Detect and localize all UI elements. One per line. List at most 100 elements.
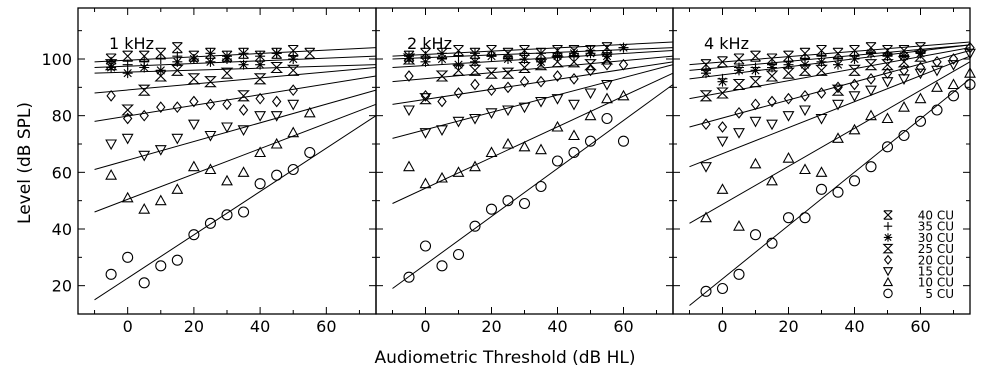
data-point — [485, 67, 498, 79]
data-point — [915, 48, 926, 59]
data-point — [106, 89, 116, 102]
data-point — [816, 44, 827, 57]
legend-label: 25 CU — [918, 242, 954, 256]
y-tick-label: 20 — [52, 277, 72, 296]
fit-line — [392, 55, 674, 83]
data-point — [254, 111, 267, 122]
data-point — [881, 59, 894, 71]
data-point — [584, 88, 597, 100]
series-25-cu — [689, 47, 971, 102]
data-point — [568, 129, 580, 141]
data-point — [420, 47, 431, 59]
data-point — [238, 59, 249, 70]
data-point — [898, 129, 910, 142]
data-point — [536, 56, 546, 67]
data-point — [436, 47, 448, 59]
x-tick-label: 20 — [184, 317, 204, 336]
data-point — [617, 135, 630, 147]
legend-label: 15 CU — [918, 265, 954, 279]
data-point — [568, 146, 580, 159]
x-tick-label: 0 — [123, 317, 133, 336]
data-point — [171, 133, 184, 145]
data-point — [882, 44, 893, 57]
data-point — [815, 64, 828, 76]
legend-marker — [883, 222, 893, 231]
data-point — [486, 84, 497, 97]
data-point — [156, 101, 166, 114]
data-point — [221, 50, 233, 62]
data-point — [403, 160, 415, 172]
data-point — [155, 260, 167, 272]
data-point — [502, 195, 514, 207]
x-tick-label: 0 — [717, 317, 727, 336]
data-point — [782, 212, 795, 224]
data-point — [518, 102, 531, 114]
data-point — [848, 91, 861, 102]
data-point — [716, 282, 729, 295]
data-point — [122, 68, 133, 79]
fit-line — [392, 84, 674, 289]
fit-line — [392, 41, 674, 57]
series-5-cu — [689, 78, 976, 306]
data-point — [948, 53, 959, 65]
data-point — [420, 56, 431, 67]
data-point — [436, 125, 448, 136]
data-point — [899, 64, 909, 77]
data-point — [172, 101, 183, 114]
data-point — [700, 59, 712, 71]
data-point — [701, 65, 711, 76]
data-point — [551, 155, 564, 167]
x-tick-label: 0 — [420, 317, 430, 336]
data-point — [914, 115, 927, 127]
fit-line — [689, 61, 971, 224]
data-point — [716, 87, 729, 99]
data-point — [237, 90, 250, 102]
data-point — [452, 166, 465, 177]
data-point — [601, 42, 613, 54]
data-point — [453, 87, 464, 99]
data-point — [965, 41, 975, 54]
data-point — [617, 89, 630, 101]
data-point — [734, 106, 744, 119]
data-point — [848, 175, 861, 187]
data-point — [601, 92, 613, 104]
data-point — [437, 54, 447, 64]
legend-marker — [883, 254, 893, 265]
y-tick-label: 60 — [52, 163, 72, 182]
data-point — [138, 150, 151, 162]
data-point — [584, 109, 597, 121]
data-point — [750, 62, 761, 73]
legend-marker — [882, 267, 894, 277]
data-point — [798, 64, 812, 76]
series-25-cu — [94, 59, 377, 116]
data-point — [733, 128, 745, 139]
data-point — [105, 53, 117, 65]
data-point — [469, 220, 481, 232]
fit-line — [392, 50, 674, 68]
data-point — [155, 47, 167, 59]
data-point — [205, 56, 216, 67]
chart-panel-2: 0 20 40 602 kHz — [375, 7, 674, 336]
x-tick-label: 60 — [613, 317, 633, 336]
data-point — [154, 194, 167, 206]
x-tick-label: 40 — [547, 317, 567, 336]
x-tick-label: 60 — [316, 317, 336, 336]
data-point — [303, 106, 316, 118]
data-point — [105, 139, 118, 151]
data-point — [254, 50, 266, 62]
legend-item: 5 CU — [883, 287, 954, 301]
data-point — [832, 186, 844, 198]
y-tick-label: 100 — [41, 50, 72, 69]
data-point — [864, 59, 878, 71]
data-point — [254, 146, 267, 158]
data-point — [750, 50, 761, 62]
legend-label: 30 CU — [918, 231, 954, 245]
data-point — [270, 137, 283, 149]
data-point — [270, 111, 283, 122]
data-point — [898, 44, 910, 57]
series-10-cu — [392, 72, 674, 204]
data-point — [832, 47, 844, 59]
data-point — [171, 42, 183, 54]
fit-line — [94, 115, 377, 301]
data-point — [750, 98, 761, 111]
